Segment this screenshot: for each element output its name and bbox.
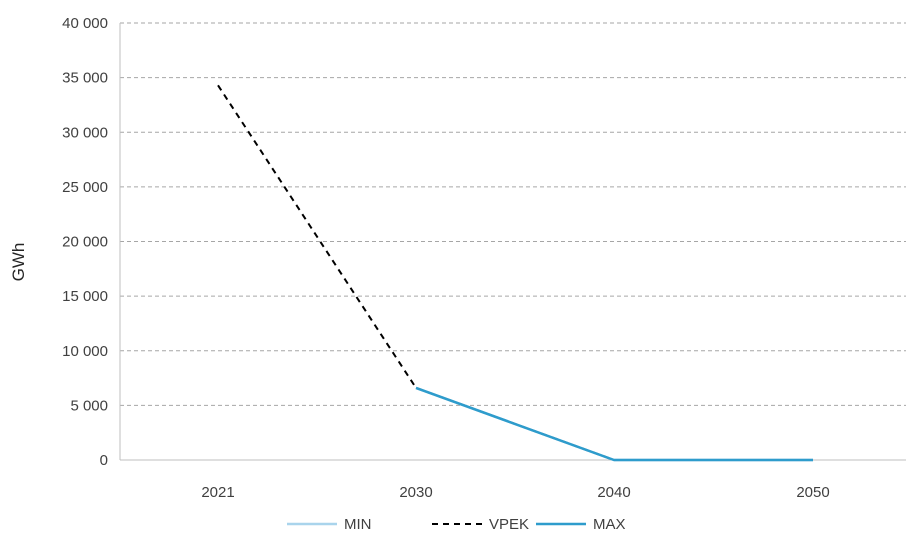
y-axis-title: GWh xyxy=(9,243,28,282)
legend-label-max: MAX xyxy=(593,516,626,533)
x-tick-label: 2040 xyxy=(597,484,630,501)
legend: MIN VPEK MAX xyxy=(287,516,626,533)
y-tick-label: 0 xyxy=(100,452,108,469)
y-tick-label: 20 000 xyxy=(62,234,108,251)
series-line-vpek xyxy=(217,84,813,461)
x-tick-label: 2021 xyxy=(201,484,234,501)
legend-label-min: MIN xyxy=(344,516,372,533)
x-axis-tick-labels: 2021 2030 2040 2050 xyxy=(201,484,829,501)
x-tick-label: 2030 xyxy=(399,484,432,501)
y-tick-label: 35 000 xyxy=(62,70,108,87)
legend-label-vpek: VPEK xyxy=(489,516,529,533)
series-line-min xyxy=(415,386,813,462)
y-axis-tick-labels: 0 5 000 10 000 15 000 20 000 25 000 30 000 35 0… xyxy=(62,15,108,469)
y-tick-label: 25 000 xyxy=(62,179,108,196)
series-lines xyxy=(217,84,813,462)
grid-lines xyxy=(120,22,906,406)
y-tick-label: 15 000 xyxy=(62,288,108,305)
y-tick-label: 10 000 xyxy=(62,343,108,360)
y-tick-label: 5 000 xyxy=(70,397,108,414)
y-tick-label: 40 000 xyxy=(62,15,108,32)
x-tick-label: 2050 xyxy=(796,484,829,501)
y-tick-label: 30 000 xyxy=(62,124,108,141)
series-line-max xyxy=(415,386,813,462)
